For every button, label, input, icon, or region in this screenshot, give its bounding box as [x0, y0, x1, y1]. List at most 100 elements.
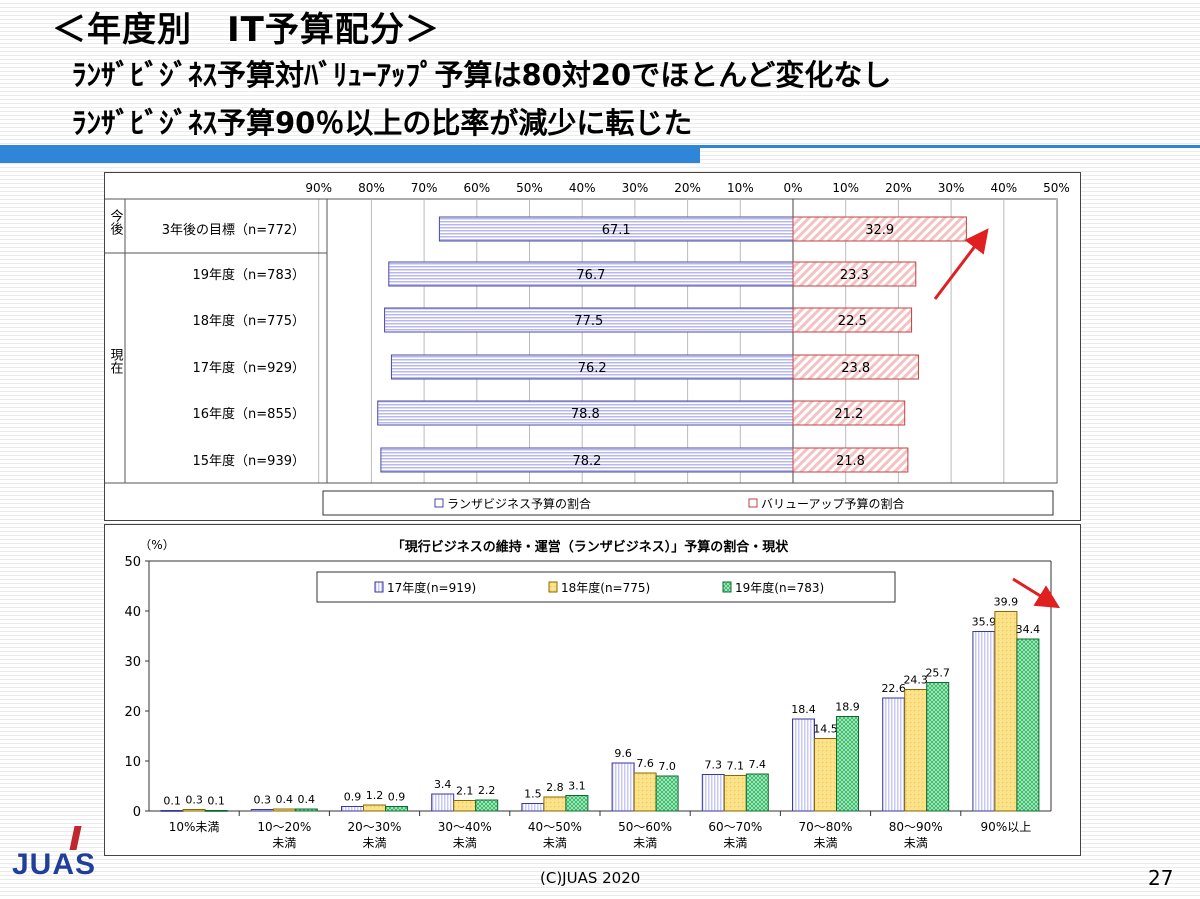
x-tick-label: 30%: [622, 181, 649, 195]
x-tick-label: 60%: [463, 181, 490, 195]
bar-value-label: 3.1: [568, 780, 586, 793]
bar-value-label: 2.1: [456, 785, 474, 798]
bar: [250, 809, 274, 812]
x-tick-label: 未満: [272, 836, 296, 850]
bar: [521, 803, 545, 812]
bar-value-label: 18.9: [835, 701, 860, 714]
bar: [792, 718, 815, 812]
x-tick-label: 50%: [516, 181, 543, 195]
bar: [633, 772, 657, 812]
x-tick-label: 70%: [411, 181, 438, 195]
budget-split-chart: 90% 80% 70% 60% 50% 40% 30% 20% 10% 0% 10% 20% 30% 40…: [105, 181, 1070, 516]
plot-area: [326, 198, 1058, 484]
value-up-bar-label: 21.2: [834, 407, 863, 422]
value-up-bar-label: 23.8: [841, 361, 870, 376]
x-tick-label: 90%以上: [981, 820, 1032, 834]
value-up-bar: [792, 216, 967, 242]
x-tick-label: 未満: [362, 836, 386, 850]
run-bar-label: 78.8: [571, 407, 600, 422]
bar-value-label: 2.2: [478, 784, 496, 797]
x-tick-label: 40～50%: [528, 820, 582, 834]
bar: [565, 795, 589, 812]
value-up-bar-label: 23.3: [840, 268, 869, 283]
run-ratio-chart: 「現行ビジネスの維持・運営（ランザビジネス）」予算の割合・現状 （%） 0 10 20 3…: [124, 538, 1061, 850]
legend-label-value-up: バリューアップ予算の割合: [761, 496, 905, 511]
x-tick-label: 60～70%: [708, 820, 762, 834]
value-up-bar-label: 21.8: [836, 454, 865, 469]
x-tick-label: 50～60%: [618, 820, 672, 834]
bar: [385, 806, 408, 812]
legend-label-run: ランザビジネス予算の割合: [447, 496, 591, 511]
bar: [475, 799, 499, 812]
x-tick-label: 20～30%: [348, 820, 402, 834]
x-tick-label: 90%: [305, 181, 332, 195]
bar-value-label: 24.3: [903, 674, 928, 687]
x-tick-label: 未満: [633, 836, 657, 850]
bar: [814, 738, 837, 812]
copyright: (C)JUAS 2020: [540, 869, 641, 887]
legend-swatch-run: [434, 498, 444, 508]
bar-value-label: 0.1: [163, 795, 181, 808]
bar: [182, 809, 206, 812]
group-label-current: 現在: [108, 348, 124, 374]
y-tick-label: 10: [124, 755, 141, 770]
bar-value-label: 7.3: [705, 759, 723, 772]
x-tick-label: 未満: [543, 836, 567, 850]
legend-swatch-value-up: [748, 498, 758, 508]
legend-label: 18年度(n=775): [561, 580, 650, 595]
bar-value-label: 0.3: [254, 794, 271, 807]
x-tick-label: 10%: [832, 181, 859, 195]
slide-title: ＜年度別 IT予算配分＞: [52, 10, 440, 50]
legend-label: 19年度(n=783): [735, 580, 824, 595]
bar: [972, 631, 996, 812]
bar: [160, 810, 184, 812]
bar: [723, 775, 747, 812]
x-tick-label: 40%: [569, 181, 596, 195]
x-tick-label: 未満: [904, 836, 928, 850]
bar-value-label: 0.4: [276, 793, 294, 806]
bar: [294, 808, 318, 812]
x-tick-label: 30～40%: [438, 820, 492, 834]
bar: [655, 775, 679, 812]
bar: [994, 611, 1018, 812]
x-tick-label: 40%: [990, 181, 1017, 195]
bar-value-label: 39.9: [994, 596, 1019, 609]
run-bar-label: 76.7: [576, 268, 605, 283]
bar-value-label: 1.5: [524, 788, 542, 801]
bar: [1016, 638, 1040, 812]
bar: [431, 793, 455, 812]
legend-swatch: [548, 581, 558, 593]
bar-value-label: 0.1: [207, 795, 225, 808]
bar: [363, 804, 386, 812]
run-bar-label: 78.2: [572, 454, 601, 469]
slide-subtitle-2: ﾗﾝｻﾞﾋﾞｼﾞﾈｽ予算90％以上の比率が減少に転じた: [72, 106, 693, 140]
chart-title: 「現行ビジネスの維持・運営（ランザビジネス）」予算の割合・現状: [392, 539, 790, 555]
x-tick-label: 未満: [453, 836, 477, 850]
value-up-bar: [792, 447, 909, 473]
bar-value-label: 0.9: [344, 791, 362, 804]
y-tick-label: 40: [124, 605, 141, 620]
legend-box: [316, 571, 896, 603]
run-bar: [390, 354, 794, 380]
run-bar-label: 67.1: [602, 223, 631, 238]
bar: [543, 796, 567, 812]
bar-value-label: 35.9: [972, 616, 997, 629]
value-up-bar: [792, 307, 913, 333]
x-tick-label: 未満: [813, 836, 837, 850]
x-tick-label: 50%: [1043, 181, 1070, 195]
trend-arrow: [933, 228, 989, 300]
x-tick-label: 80～90%: [889, 820, 943, 834]
bar-value-label: 7.6: [636, 757, 654, 770]
x-tick-label: 80%: [358, 181, 385, 195]
bar-value-label: 9.6: [614, 747, 632, 760]
bar-value-label: 3.4: [434, 778, 452, 791]
header-band: [0, 145, 700, 163]
run-ratio-chart-panel: 「現行ビジネスの維持・運営（ランザビジネス）」予算の割合・現状 （%） 0 10 20 3…: [104, 524, 1081, 856]
bar-value-label: 7.1: [727, 760, 745, 773]
row-label: 3年後の目標（n=772）: [162, 223, 305, 238]
run-bar-label: 77.5: [574, 314, 603, 329]
run-bar: [384, 307, 794, 333]
y-tick-label: 0: [133, 805, 141, 820]
logo-mark: [69, 826, 82, 850]
bar: [272, 808, 296, 812]
